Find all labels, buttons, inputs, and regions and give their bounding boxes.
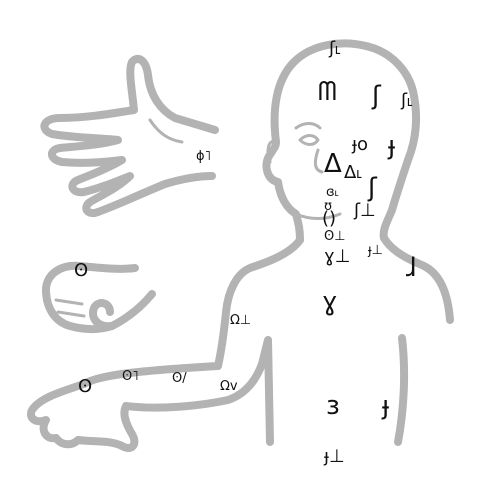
belly-right-symbol: ɟ xyxy=(381,391,389,421)
temple-symbol-small: ʃ˪ xyxy=(400,90,413,111)
left-eye xyxy=(298,134,320,146)
nose-line xyxy=(313,148,324,174)
cheek-symbol: ɟ xyxy=(387,131,395,161)
nose-wide-symbol: Δ xyxy=(324,149,342,179)
open-hand-palm-crease xyxy=(148,118,184,144)
eye-symbol: ɟo xyxy=(351,134,368,155)
throat-symbol: ɣ⊥ xyxy=(324,246,350,267)
right-side-outline xyxy=(394,334,409,446)
forearm-symbol: ʘ˥ xyxy=(122,369,139,384)
nose-symbol: Δ˪ xyxy=(344,162,362,183)
right-torso-outline xyxy=(380,234,454,324)
belly-left-symbol: ɜ xyxy=(326,391,340,421)
fist-thumb-curl xyxy=(89,299,116,331)
chin-symbol: ʃ⊥ xyxy=(353,200,376,221)
jaw-symbol: ʃ xyxy=(367,173,378,203)
neck-side-symbol: ɟ⊥ xyxy=(367,243,383,258)
left-eyebrow xyxy=(294,122,322,130)
fist-knuckle-lines xyxy=(54,298,86,318)
fist-symbol: ʘ xyxy=(74,260,88,281)
head-outline xyxy=(262,39,420,244)
upper-arm-symbol: Ω⊥ xyxy=(230,313,251,328)
palm-symbol: ɸ˥ xyxy=(196,149,211,164)
jaw-line xyxy=(294,212,342,220)
elbow-symbol: Ωv xyxy=(220,379,238,394)
fist-outline xyxy=(42,261,156,333)
shoulder-symbol: ɺ xyxy=(406,253,417,283)
throat-top-symbol: ʘ⊥ xyxy=(324,229,346,244)
torso-outline xyxy=(27,236,304,453)
forehead-symbol: ᗰ xyxy=(318,77,337,107)
navel-symbol: ɟ⊥ xyxy=(323,446,345,467)
lips-top-symbol: ɞ˪ xyxy=(326,185,339,200)
chest-symbol: ɣ xyxy=(322,287,338,317)
mouth-symbol: () xyxy=(322,208,336,229)
temple-symbol-large: ʃ xyxy=(371,81,382,111)
open-hand-outline xyxy=(40,54,219,217)
hand-symbol: ʘ xyxy=(78,376,92,397)
left-ear xyxy=(266,139,278,164)
crown-symbol: ʃ˪ xyxy=(328,38,341,59)
lips-symbol: ʊ xyxy=(324,199,332,214)
wrist-symbol: ʘ/ xyxy=(172,371,187,386)
